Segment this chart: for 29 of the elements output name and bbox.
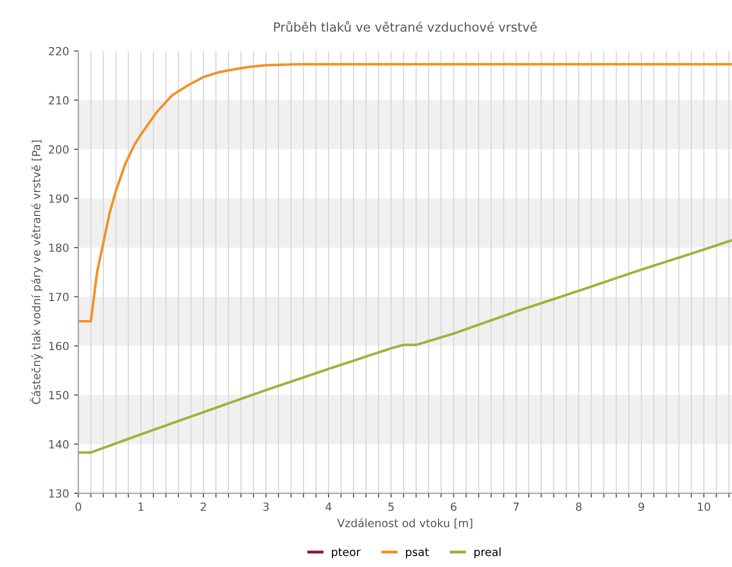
x-tick-label: 0 bbox=[76, 502, 82, 511]
x-axis-title: Vzdálenost od vtoku [m] bbox=[337, 518, 472, 529]
y-axis-title: Částečný tlak vodní páry ve větrané vrstvě [Pa] bbox=[30, 140, 43, 404]
x-tick-label: 1 bbox=[138, 502, 144, 511]
legend-label: preal bbox=[474, 548, 501, 558]
x-tick-label: 2 bbox=[200, 502, 206, 511]
legend-label: psat bbox=[406, 548, 429, 558]
y-tick-label: 140 bbox=[49, 440, 69, 449]
x-tick-label: 10 bbox=[698, 502, 710, 511]
x-tick-label: 9 bbox=[638, 502, 644, 511]
y-tick-label: 200 bbox=[48, 145, 69, 154]
x-tick-label: 4 bbox=[326, 502, 332, 511]
x-tick-label: 3 bbox=[263, 502, 269, 511]
chart-title: Průběh tlaků ve větrané vzduchové vrstvě bbox=[274, 20, 537, 32]
y-tick-label: 160 bbox=[49, 342, 69, 350]
y-tick-label: 220 bbox=[48, 47, 69, 56]
y-tick-label: 170 bbox=[49, 292, 69, 302]
legend-label: pteor bbox=[332, 548, 361, 558]
y-tick-label: 150 bbox=[49, 390, 69, 400]
line-series bbox=[78, 238, 732, 454]
y-tick-label: 180 bbox=[49, 244, 69, 252]
y-tick-label: 190 bbox=[49, 194, 69, 203]
x-tick-label: 7 bbox=[514, 502, 519, 511]
y-tick-label: 130 bbox=[49, 489, 69, 498]
x-tick-label: 6 bbox=[450, 502, 456, 511]
line-series bbox=[78, 63, 732, 323]
y-tick-label: 210 bbox=[48, 96, 69, 105]
x-tick-label: 8 bbox=[576, 502, 582, 511]
x-tick-label: 5 bbox=[388, 502, 394, 511]
